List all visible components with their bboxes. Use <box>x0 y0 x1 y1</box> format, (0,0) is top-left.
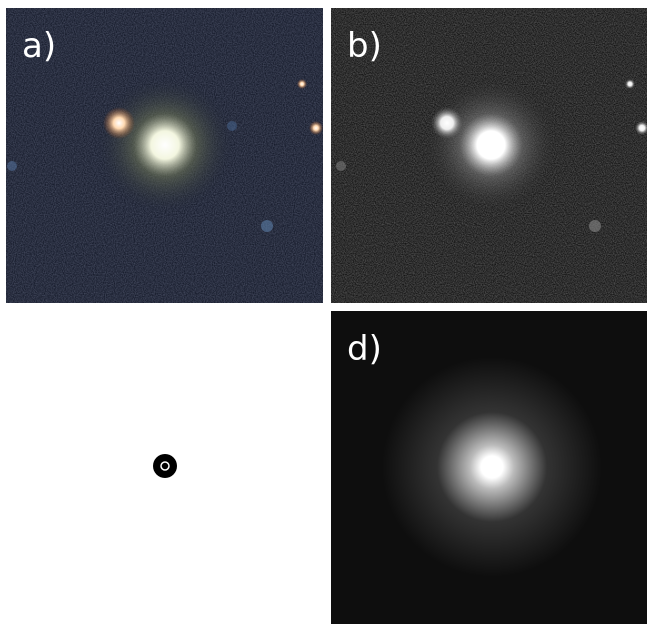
panel-d <box>331 311 647 624</box>
panel-c <box>6 311 323 624</box>
panel-b <box>331 8 647 303</box>
panel-label: a) <box>22 26 56 66</box>
panel-a <box>6 8 323 303</box>
panel-label: d) <box>347 329 382 369</box>
panel-label: c) <box>22 329 54 369</box>
panel-label: b) <box>347 26 382 66</box>
